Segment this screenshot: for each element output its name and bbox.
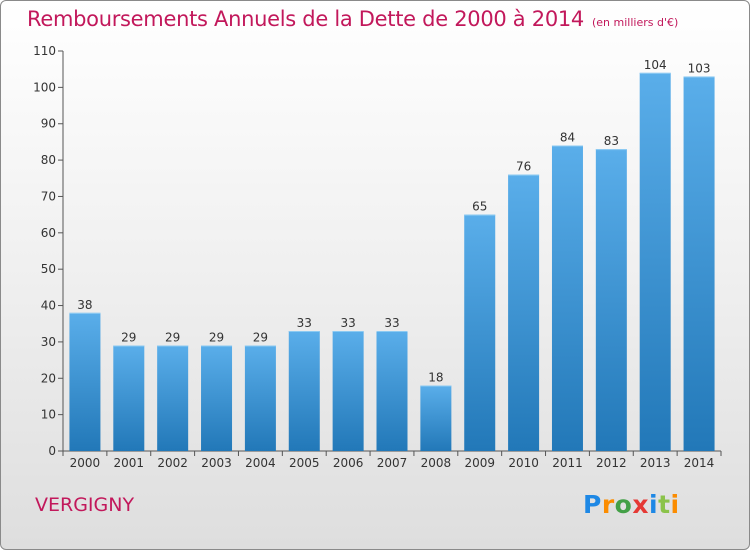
- data-label: 65: [472, 200, 487, 214]
- y-tick-label: 100: [33, 80, 56, 94]
- y-tick-label: 0: [48, 444, 56, 458]
- data-label: 76: [516, 160, 531, 174]
- x-tick-label: 2009: [464, 456, 495, 470]
- x-tick-label: 2003: [201, 456, 232, 470]
- logo-letter: i: [649, 490, 659, 519]
- x-tick-label: 2008: [421, 456, 452, 470]
- x-tick-label: 2007: [377, 456, 408, 470]
- logo-letter: i: [670, 490, 680, 519]
- y-tick-label: 40: [41, 299, 56, 313]
- title-row: Remboursements Annuels de la Dette de 20…: [27, 7, 678, 31]
- bar: [244, 345, 276, 451]
- data-label: 29: [209, 331, 224, 345]
- y-tick-label: 60: [41, 226, 56, 240]
- data-label: 33: [340, 316, 355, 330]
- bar: [683, 76, 715, 452]
- logo-letter: r: [601, 490, 615, 519]
- y-tick-label: 70: [41, 189, 56, 203]
- x-tick-label: 2001: [114, 456, 145, 470]
- data-label: 29: [253, 331, 268, 345]
- x-tick-label: 2004: [245, 456, 276, 470]
- bar: [201, 345, 233, 451]
- bar: [508, 174, 540, 452]
- bar: [595, 149, 627, 451]
- bar: [639, 72, 671, 452]
- bar: [464, 214, 496, 451]
- data-label: 83: [604, 134, 619, 148]
- logo-letter: t: [658, 490, 671, 519]
- bar: [113, 345, 145, 451]
- logo-letter: P: [583, 490, 602, 519]
- bar: [157, 345, 189, 451]
- place-name: VERGIGNY: [35, 494, 135, 516]
- x-tick-label: 2013: [640, 456, 671, 470]
- logo-letter: x: [632, 490, 649, 519]
- bar: [69, 312, 101, 451]
- data-label: 33: [384, 316, 399, 330]
- y-tick-label: 10: [41, 408, 56, 422]
- y-tick-label: 90: [41, 117, 56, 131]
- logo-letter: o: [614, 490, 633, 519]
- data-label: 84: [560, 131, 575, 145]
- y-tick-label: 110: [33, 44, 56, 58]
- data-label: 104: [644, 58, 667, 72]
- x-tick-label: 2012: [596, 456, 627, 470]
- x-tick-label: 2006: [333, 456, 364, 470]
- value-labels: 38 29 29 29 29 33 33 33 18 65 76 84 83 104 103: [77, 58, 710, 385]
- data-label: 29: [121, 331, 136, 345]
- y-tick-label: 50: [41, 262, 56, 276]
- x-tick-label: 2000: [70, 456, 101, 470]
- y-tick-label: 80: [41, 153, 56, 167]
- y-tick-label: 30: [41, 335, 56, 349]
- bar: [376, 331, 408, 451]
- data-label: 33: [297, 316, 312, 330]
- x-tick-label: 2005: [289, 456, 320, 470]
- bars: [69, 72, 715, 452]
- bar: [551, 145, 583, 451]
- data-label: 38: [77, 298, 92, 312]
- chart-title: Remboursements Annuels de la Dette de 20…: [27, 7, 584, 31]
- bar: [332, 331, 364, 451]
- axes: 0 10 20 30 40 50 60 70 80 90 100 110 2000 2001 2002 200…: [33, 44, 722, 470]
- x-tick-label: 2010: [508, 456, 539, 470]
- y-tick-label: 20: [41, 371, 56, 385]
- chart-subtitle: (en milliers d'€): [592, 16, 679, 29]
- x-tick-label: 2011: [552, 456, 583, 470]
- data-label: 29: [165, 331, 180, 345]
- bar: [288, 331, 320, 451]
- x-tick-label: 2014: [684, 456, 715, 470]
- bar: [420, 385, 452, 451]
- data-label: 18: [428, 371, 443, 385]
- data-label: 103: [688, 61, 711, 75]
- x-tick-label: 2002: [157, 456, 188, 470]
- proxiti-logo: Proxiti: [583, 490, 680, 519]
